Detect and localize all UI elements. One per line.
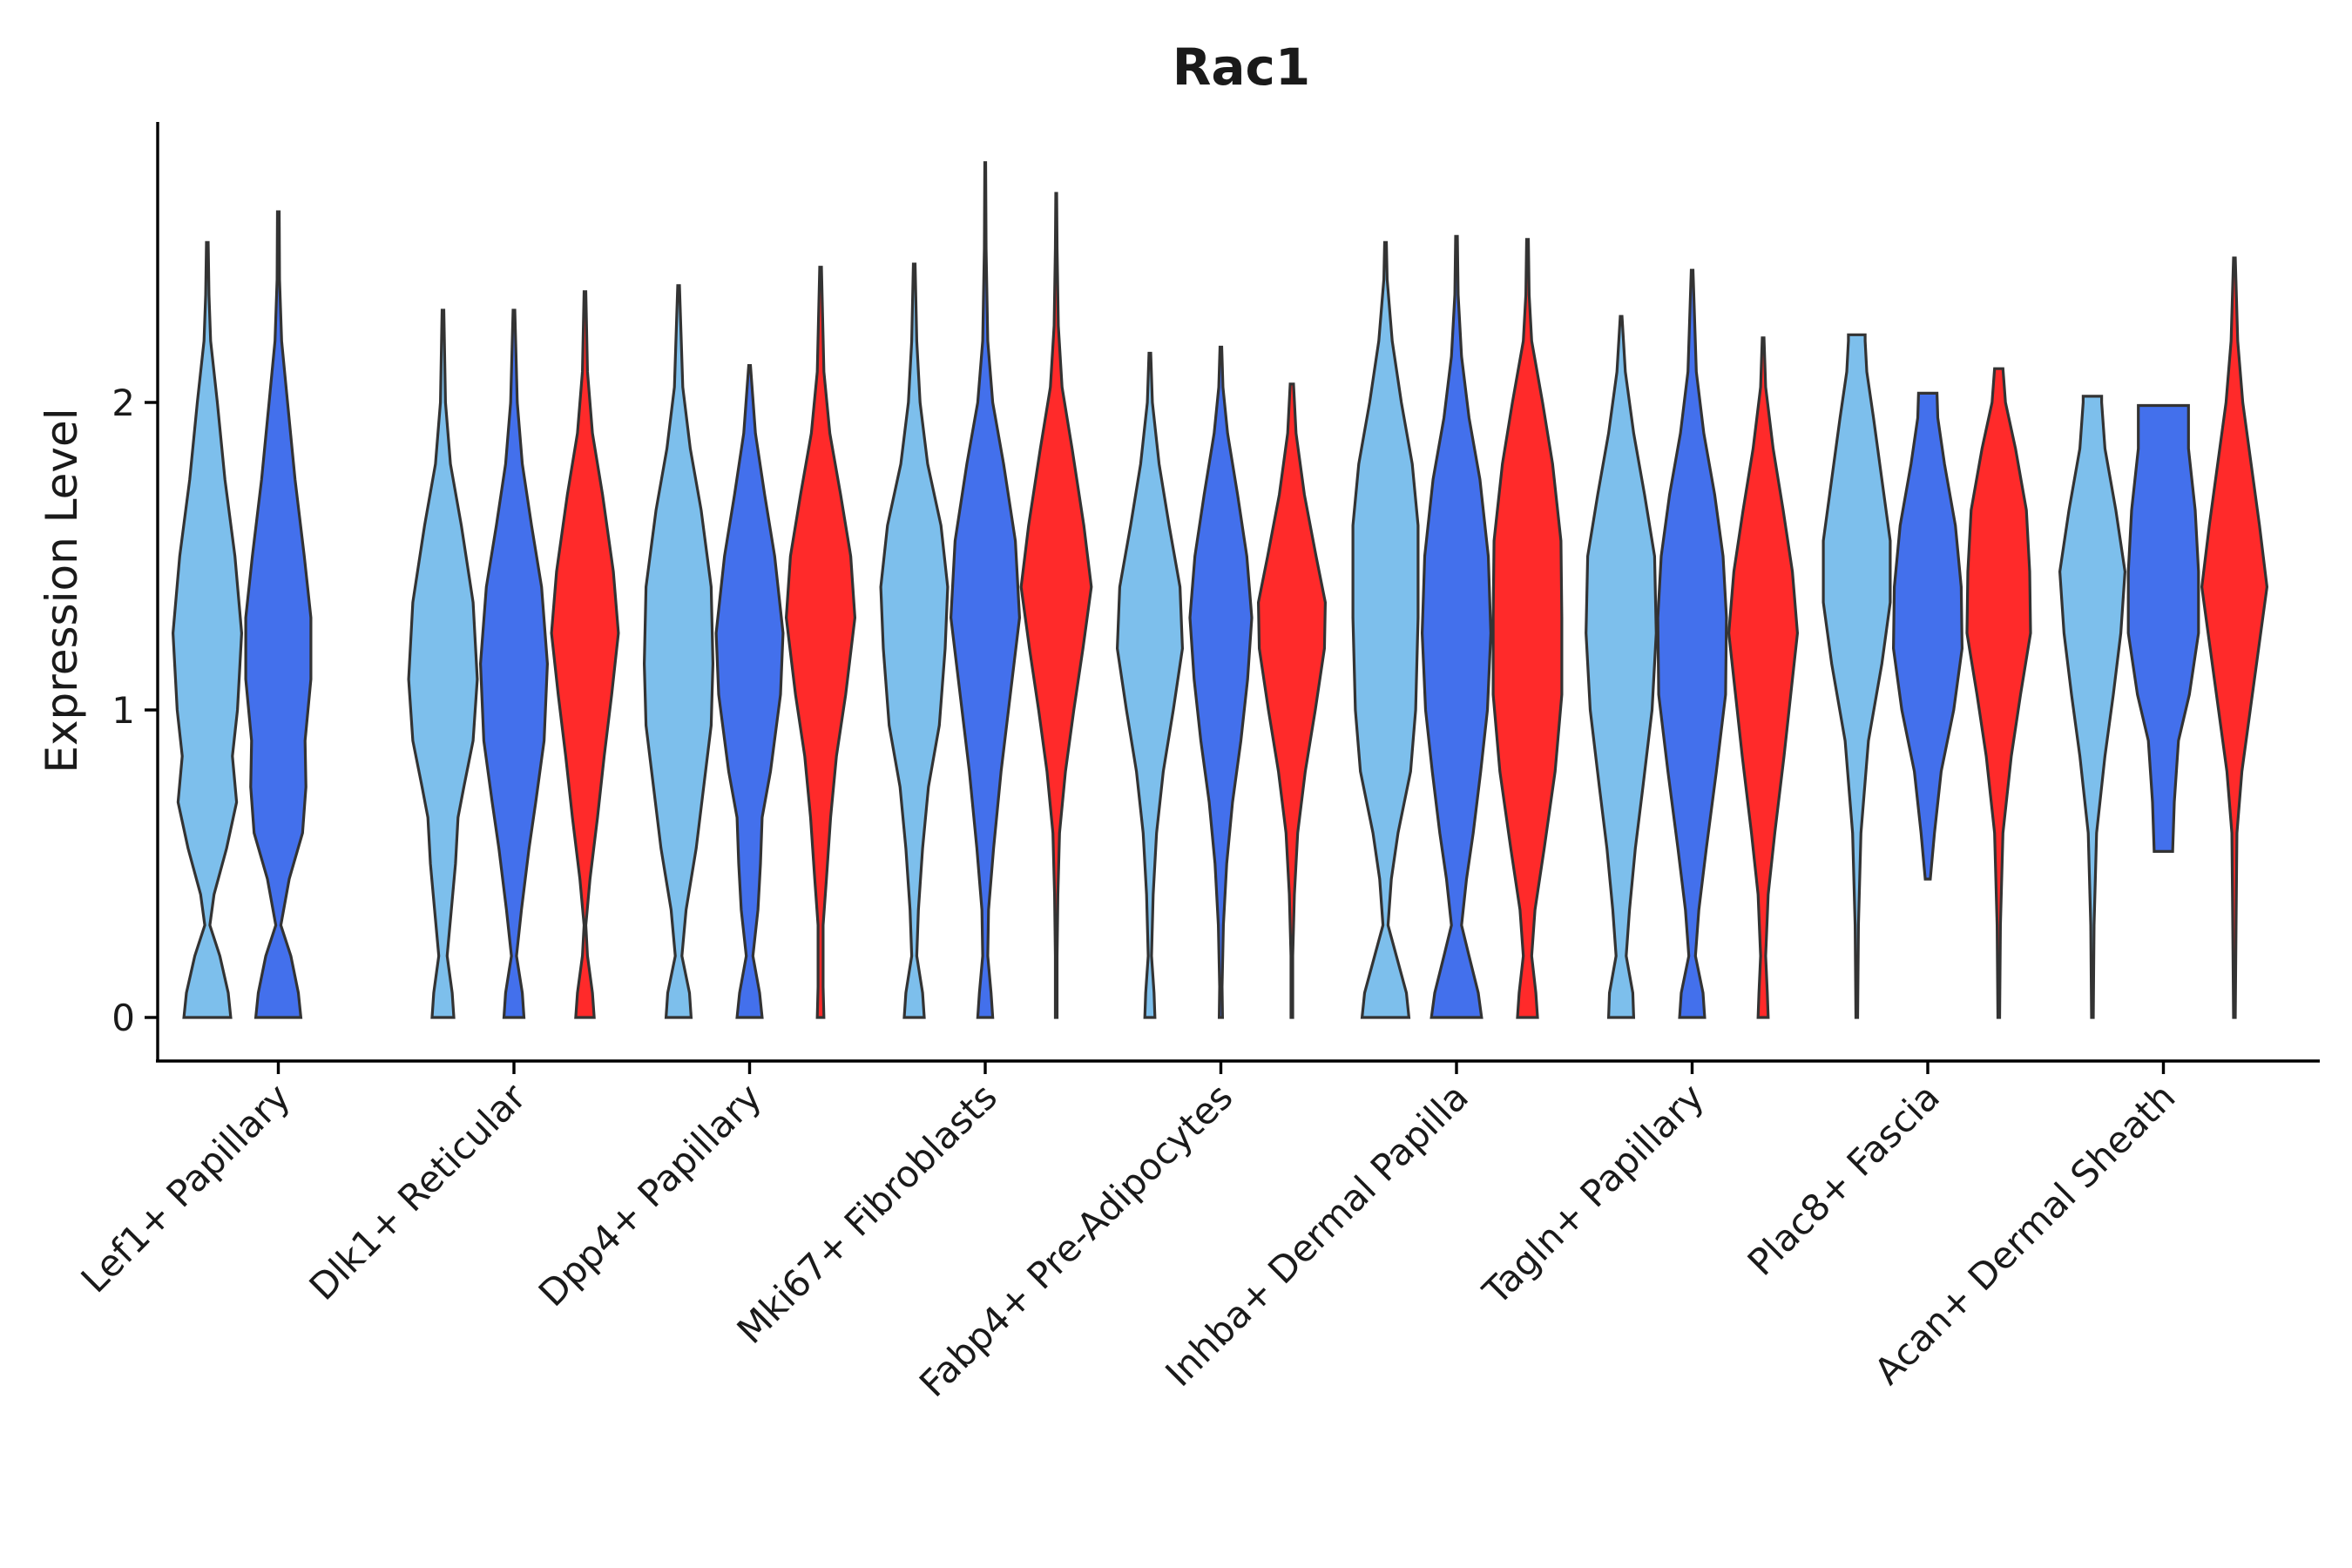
violin-dlk1-reticular-cond2	[478, 308, 550, 1019]
x-tick-label-1: Lef1+ Papillary	[73, 1075, 299, 1301]
violin-inhba-dermal-papilla-cond1	[1351, 240, 1420, 1019]
violin-plac8-fascia-cond2	[1891, 391, 1964, 881]
x-tick-label-7: Tagln+ Papillary	[1474, 1075, 1712, 1313]
chart-title: Rac1	[1173, 37, 1311, 97]
y-tick-label-2: 2	[112, 382, 135, 424]
violin-acan-dermal-sheath-cond3	[2200, 256, 2269, 1019]
violin-tagln-papillary-cond1	[1585, 314, 1658, 1019]
violin-acan-dermal-sheath-cond2	[2126, 403, 2200, 853]
x-tick-label-4: Mki67+ Fibroblasts	[729, 1075, 1005, 1351]
violin-dpp4-papillary-cond2	[714, 364, 785, 1019]
violin-inhba-dermal-papilla-cond3	[1491, 238, 1564, 1019]
violin-inhba-dermal-papilla-cond2	[1420, 234, 1493, 1019]
violin-mki67-fibroblasts-cond1	[879, 262, 950, 1019]
violin-dpp4-papillary-cond1	[642, 284, 715, 1019]
y-tick-label-1: 1	[112, 689, 135, 732]
x-tick-label-2: Dlk1+ Reticular	[301, 1075, 535, 1308]
violin-acan-dermal-sheath-cond1	[2058, 395, 2127, 1019]
violin-dlk1-reticular-cond1	[407, 308, 479, 1019]
violin-fabp4-pre-adipocytes-cond1	[1115, 351, 1185, 1019]
y-tick-label-0: 0	[112, 997, 135, 1039]
y-axis-ticks: 0 1 2	[112, 382, 158, 1039]
x-tick-label-8: Plac8+ Fascia	[1740, 1075, 1948, 1283]
violin-tagln-papillary-cond2	[1656, 268, 1728, 1019]
violin-tagln-papillary-cond3	[1727, 336, 1800, 1019]
violin-plac8-fascia-cond1	[1821, 333, 1892, 1019]
violin-lef1-papillary-cond1	[171, 240, 244, 1019]
violin-mki67-fibroblasts-cond2	[949, 161, 1022, 1019]
violin-dpp4-papillary-cond3	[784, 266, 857, 1019]
violin-plac8-fascia-cond3	[1965, 367, 2032, 1019]
violin-fabp4-pre-adipocytes-cond3	[1256, 382, 1328, 1019]
x-tick-label-3: Dpp4+ Papillary	[531, 1075, 770, 1315]
violin-fabp4-pre-adipocytes-cond2	[1188, 345, 1254, 1019]
violin-dlk1-reticular-cond3	[550, 290, 620, 1019]
violin-mki67-fibroblasts-cond3	[1019, 192, 1093, 1019]
violin-layer	[171, 161, 2269, 1019]
y-axis-label: Expression Level	[37, 408, 87, 773]
violin-lef1-papillary-cond2	[244, 210, 313, 1019]
